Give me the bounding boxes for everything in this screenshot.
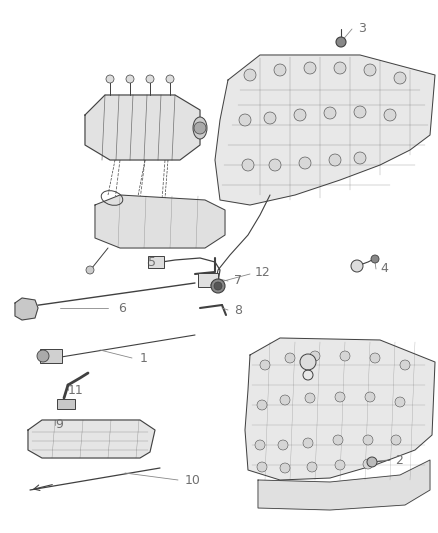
Circle shape (242, 159, 254, 171)
Circle shape (384, 109, 396, 121)
Circle shape (400, 360, 410, 370)
Circle shape (310, 351, 320, 361)
Polygon shape (85, 95, 200, 160)
Text: 9: 9 (55, 418, 63, 432)
Circle shape (340, 351, 350, 361)
Circle shape (294, 109, 306, 121)
Circle shape (351, 260, 363, 272)
Circle shape (333, 435, 343, 445)
Circle shape (354, 152, 366, 164)
Circle shape (211, 279, 225, 293)
Circle shape (303, 438, 313, 448)
Bar (148, 256, 164, 268)
Circle shape (255, 440, 265, 450)
Circle shape (126, 75, 134, 83)
Circle shape (211, 281, 219, 289)
Circle shape (365, 392, 375, 402)
Circle shape (354, 106, 366, 118)
Bar (40, 349, 62, 363)
Circle shape (394, 72, 406, 84)
Bar (57, 399, 75, 409)
Circle shape (264, 112, 276, 124)
Circle shape (299, 157, 311, 169)
Circle shape (335, 392, 345, 402)
Text: 1: 1 (140, 351, 148, 365)
Circle shape (285, 353, 295, 363)
Circle shape (239, 114, 251, 126)
Circle shape (280, 463, 290, 473)
Text: 2: 2 (395, 454, 403, 466)
Ellipse shape (193, 117, 207, 139)
Text: 3: 3 (358, 21, 366, 35)
Circle shape (363, 459, 373, 469)
Text: 10: 10 (185, 473, 201, 487)
Circle shape (364, 64, 376, 76)
Bar (198, 273, 218, 287)
Circle shape (304, 62, 316, 74)
Text: 11: 11 (68, 384, 84, 397)
Circle shape (307, 462, 317, 472)
Circle shape (391, 435, 401, 445)
Circle shape (324, 107, 336, 119)
Text: 7: 7 (234, 274, 242, 287)
Circle shape (370, 353, 380, 363)
Circle shape (146, 75, 154, 83)
Circle shape (214, 282, 222, 290)
Circle shape (329, 154, 341, 166)
Circle shape (280, 395, 290, 405)
Text: 4: 4 (380, 262, 388, 274)
Text: 6: 6 (118, 302, 126, 314)
Circle shape (274, 64, 286, 76)
Polygon shape (245, 338, 435, 480)
Circle shape (86, 266, 94, 274)
Circle shape (194, 122, 206, 134)
Circle shape (363, 435, 373, 445)
Polygon shape (15, 298, 38, 320)
Circle shape (335, 460, 345, 470)
Polygon shape (28, 420, 155, 458)
Circle shape (367, 457, 377, 467)
Circle shape (269, 159, 281, 171)
Circle shape (260, 360, 270, 370)
Circle shape (371, 255, 379, 263)
Text: 5: 5 (148, 256, 156, 270)
Circle shape (305, 393, 315, 403)
Text: 12: 12 (255, 266, 271, 279)
Circle shape (106, 75, 114, 83)
Circle shape (395, 397, 405, 407)
Text: 8: 8 (234, 303, 242, 317)
Circle shape (336, 37, 346, 47)
Circle shape (278, 440, 288, 450)
Circle shape (334, 62, 346, 74)
Circle shape (257, 400, 267, 410)
Polygon shape (215, 55, 435, 205)
Circle shape (166, 75, 174, 83)
Circle shape (300, 354, 316, 370)
Polygon shape (95, 195, 225, 248)
Circle shape (244, 69, 256, 81)
Polygon shape (258, 460, 430, 510)
Circle shape (257, 462, 267, 472)
Circle shape (37, 350, 49, 362)
